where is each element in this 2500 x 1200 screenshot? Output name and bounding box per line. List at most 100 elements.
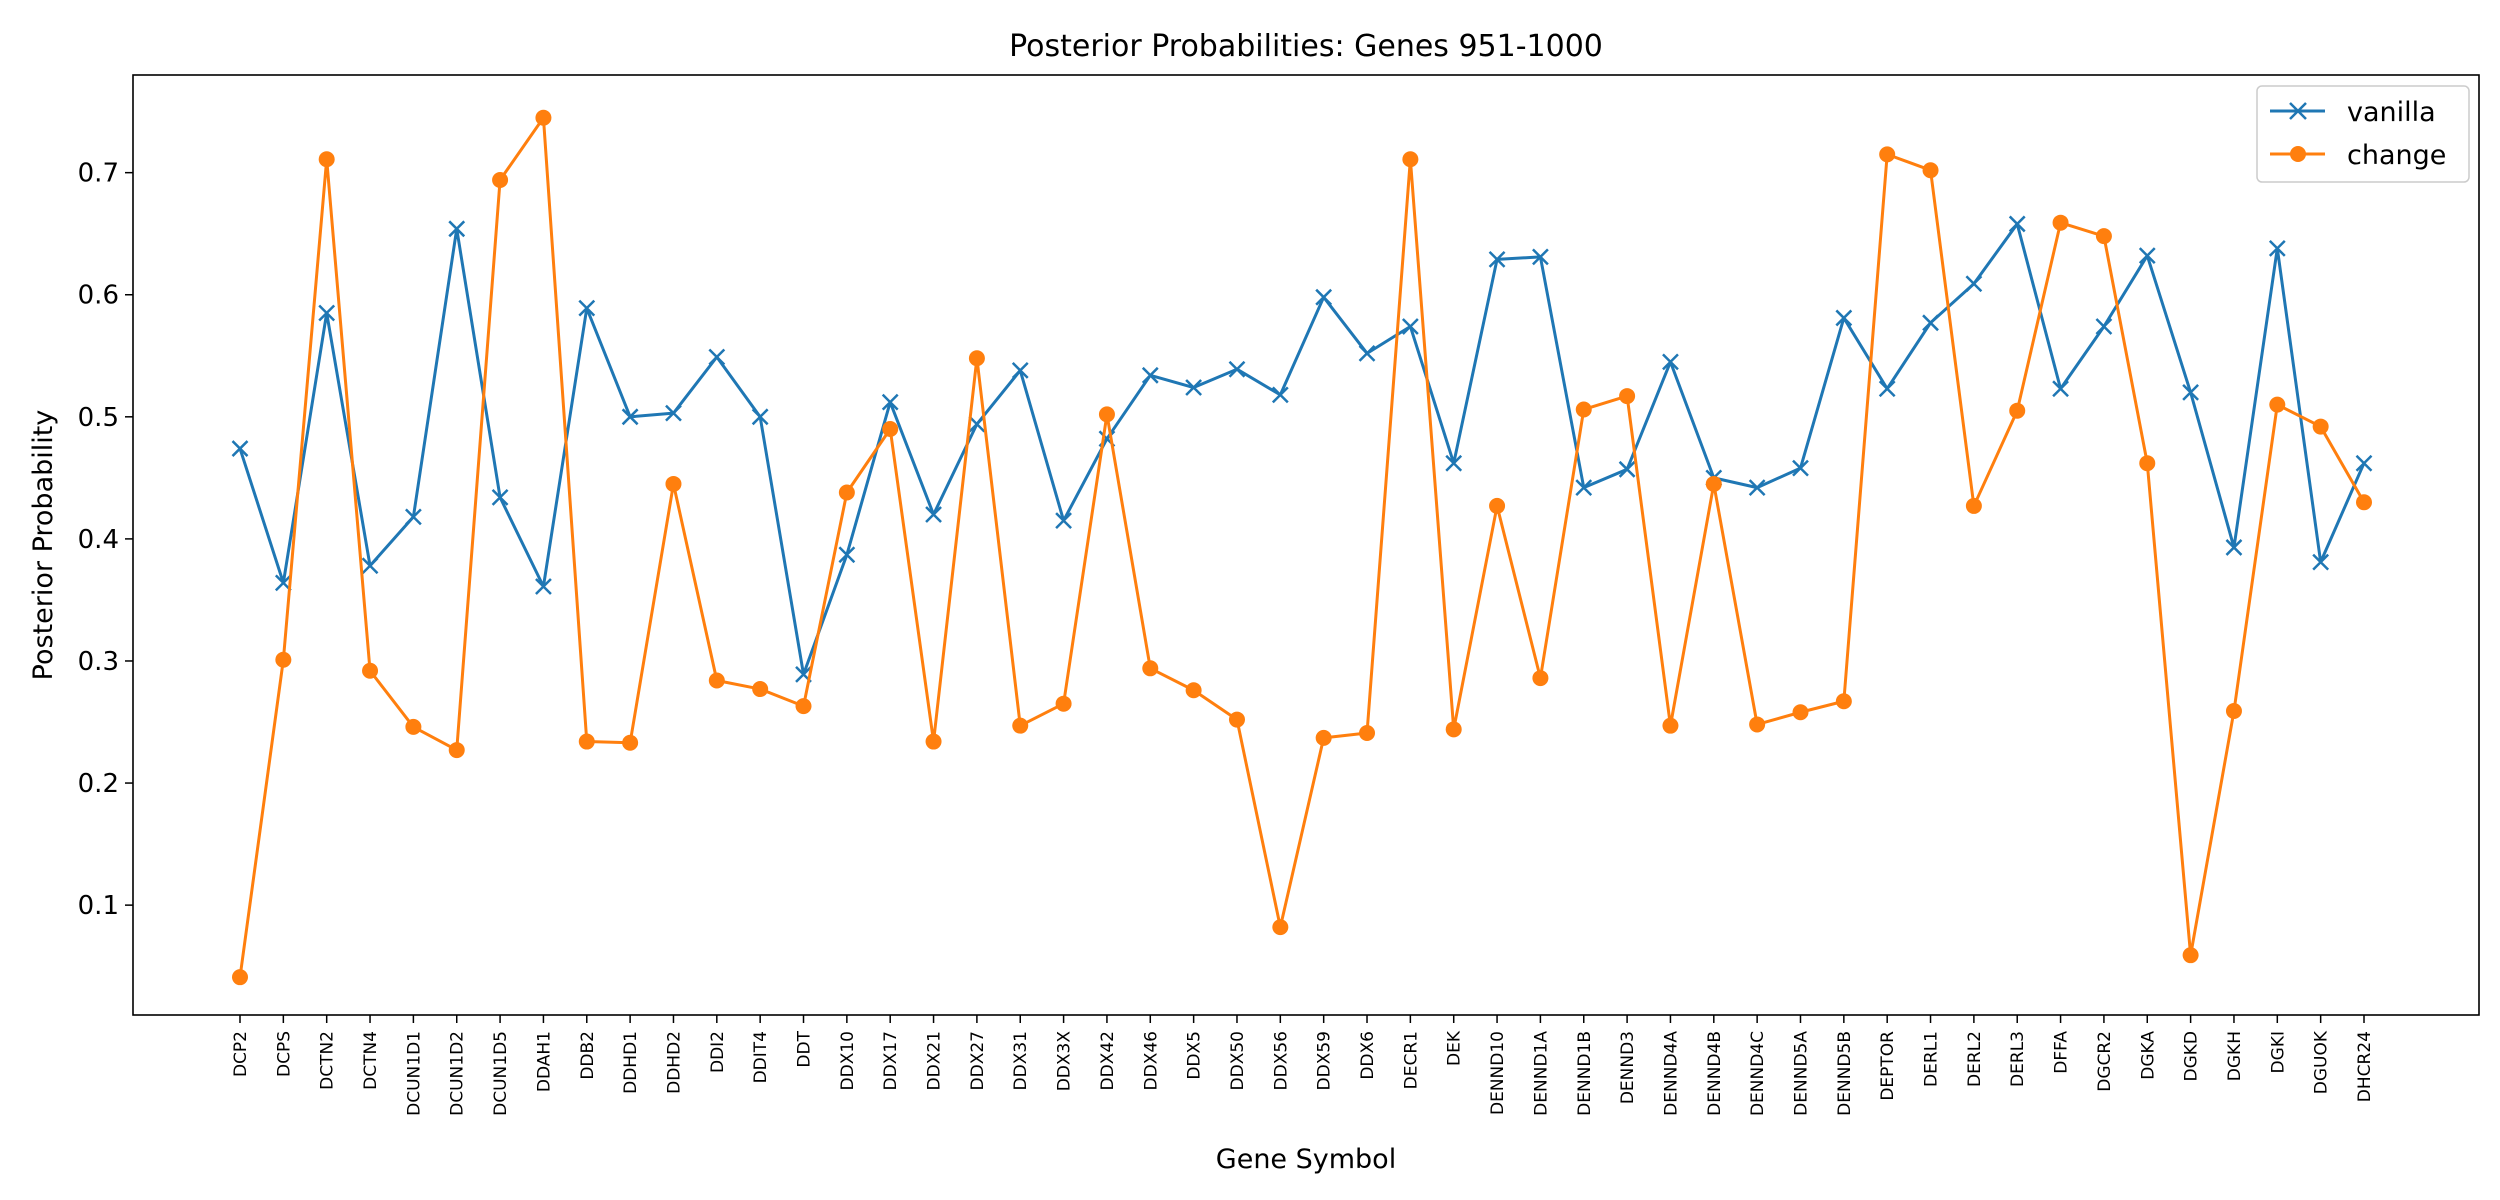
y-tick-label: 0.7 xyxy=(78,159,119,189)
data-point-vanilla xyxy=(1141,366,1159,384)
data-point-vanilla xyxy=(925,506,942,523)
legend-vanilla-marker xyxy=(2289,102,2307,120)
data-point-change xyxy=(275,651,292,668)
data-point-change xyxy=(795,698,812,715)
data-point-change xyxy=(362,662,379,679)
data-point-vanilla xyxy=(1401,318,1419,335)
data-point-change xyxy=(405,718,422,735)
x-tick-label: DDX6 xyxy=(1358,1031,1378,1080)
data-point-change xyxy=(2356,494,2372,511)
plot-frame xyxy=(132,74,2480,1016)
data-point-vanilla xyxy=(448,220,466,238)
x-tick-label: DDX59 xyxy=(1315,1031,1335,1090)
x-tick-label: DEK xyxy=(1445,1030,1465,1066)
data-point-vanilla xyxy=(1922,314,1939,332)
data-point-change xyxy=(1619,388,1636,405)
legend-change-marker xyxy=(2290,146,2306,162)
data-point-vanilla xyxy=(881,393,899,411)
data-point-change xyxy=(2225,703,2242,720)
series-vanilla xyxy=(231,215,2373,683)
data-point-vanilla xyxy=(1271,386,1289,404)
data-point-change xyxy=(318,151,335,168)
data-point-change xyxy=(1012,717,1029,734)
data-point-vanilla xyxy=(1618,460,1636,478)
x-tick-label: DERL3 xyxy=(2008,1031,2028,1087)
data-point-change xyxy=(1359,725,1376,741)
data-point-change xyxy=(622,734,639,751)
y-axis-ticks: 0.1 0.2 0.3 0.4 0.5 0.6 0.7 xyxy=(78,159,133,921)
data-point-vanilla xyxy=(2225,539,2243,556)
x-tick-label: DEPTOR xyxy=(1878,1031,1898,1101)
data-point-vanilla xyxy=(1011,362,1029,379)
x-tick-label: DGKA xyxy=(2138,1031,2158,1080)
data-point-vanilla xyxy=(535,578,552,595)
x-tick-label: DDX46 xyxy=(1141,1031,1161,1090)
data-point-vanilla xyxy=(2182,384,2199,401)
data-point-change xyxy=(1098,406,1115,423)
x-tick-label: DDT xyxy=(795,1030,815,1067)
x-tick-label: DHCR24 xyxy=(2355,1031,2375,1102)
x-tick-label: DGKI xyxy=(2268,1031,2288,1073)
data-point-change xyxy=(1185,682,1202,699)
data-point-vanilla xyxy=(2268,239,2286,257)
data-point-vanilla xyxy=(1055,512,1072,529)
data-point-change xyxy=(708,672,725,689)
x-tick-label: DCUN1D1 xyxy=(404,1031,424,1116)
x-tick-label: DCP2 xyxy=(231,1031,251,1077)
x-tick-label: DDX50 xyxy=(1228,1031,1248,1090)
data-point-change xyxy=(448,742,465,759)
x-tick-label: DENND1B xyxy=(1575,1031,1595,1116)
x-tick-label: DGCR2 xyxy=(2095,1031,2115,1092)
x-tick-label: DENND4C xyxy=(1748,1031,1768,1116)
data-point-vanilla xyxy=(751,408,769,426)
y-tick-label: 0.1 xyxy=(78,891,119,921)
data-point-change xyxy=(2182,947,2199,964)
data-point-vanilla xyxy=(1878,380,1896,398)
y-tick-label: 0.4 xyxy=(78,525,119,555)
x-tick-label: DDI2 xyxy=(708,1031,728,1073)
data-point-vanilla xyxy=(1358,344,1376,362)
data-point-vanilla xyxy=(838,546,856,564)
data-point-change xyxy=(1272,919,1289,936)
data-point-change xyxy=(838,484,855,501)
data-point-change xyxy=(1835,693,1852,710)
data-point-change xyxy=(2052,214,2069,231)
x-tick-label: DERL2 xyxy=(1965,1031,1985,1087)
data-point-vanilla xyxy=(1228,360,1246,378)
data-point-vanilla xyxy=(1792,459,1809,477)
data-point-vanilla xyxy=(1445,454,1463,472)
x-tick-label: DECR1 xyxy=(1401,1031,1421,1089)
data-point-change xyxy=(882,421,899,438)
data-point-change xyxy=(665,475,682,492)
data-point-change xyxy=(752,681,769,698)
data-point-vanilla xyxy=(1662,353,1679,371)
x-axis-ticks: DCP2 DCPS DCTN2 DCTN4 DCUN1D1 DCUN1D2 DCUN1D5 D… xyxy=(231,1015,2375,1116)
x-tick-label: DGUOK xyxy=(2312,1030,2332,1094)
x-tick-label: DENND10 xyxy=(1488,1031,1508,1115)
data-point-change xyxy=(1055,695,1072,712)
data-point-vanilla xyxy=(2355,454,2373,472)
data-point-change xyxy=(1662,717,1679,734)
data-point-vanilla xyxy=(318,304,336,322)
y-axis-label: Posterior Probability xyxy=(28,410,59,681)
data-point-change xyxy=(2269,396,2286,413)
x-axis-label: Gene Symbol xyxy=(1216,1144,1396,1175)
series-line-vanilla xyxy=(238,222,2366,676)
x-tick-label: DDX17 xyxy=(881,1031,901,1090)
series-layer xyxy=(231,109,2373,986)
data-point-vanilla xyxy=(1835,309,1853,327)
data-point-change xyxy=(2009,402,2026,419)
y-tick-label: 0.3 xyxy=(78,647,119,677)
x-tick-label: DENND5A xyxy=(1791,1031,1811,1116)
data-point-change xyxy=(2139,455,2156,472)
data-point-change xyxy=(925,733,942,750)
data-point-vanilla xyxy=(2008,215,2026,233)
x-tick-label: DDX21 xyxy=(925,1031,945,1090)
x-tick-label: DENND4A xyxy=(1661,1031,1681,1116)
series-change xyxy=(232,109,2372,986)
x-tick-label: DCUN1D2 xyxy=(448,1031,468,1116)
data-point-change xyxy=(578,733,595,750)
y-tick-label: 0.6 xyxy=(78,281,119,311)
